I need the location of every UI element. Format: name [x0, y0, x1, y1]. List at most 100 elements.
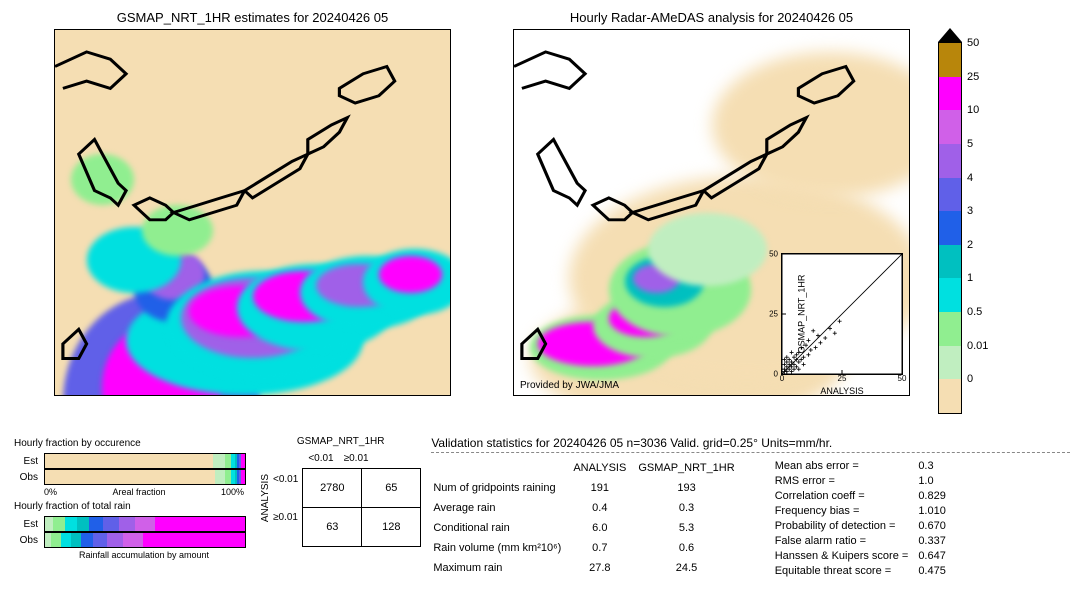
summary-row: Average rain0.40.3 [433, 499, 744, 517]
summary-row: Conditional rain6.05.3 [433, 519, 744, 537]
fraction-bar [44, 516, 246, 532]
colorbar-segment [939, 278, 961, 312]
metric-row: Correlation coeff =0.829 [771, 489, 950, 502]
colorbar-segment [939, 110, 961, 144]
divider [431, 452, 1070, 453]
fraction-bar-row: Obs [14, 469, 246, 485]
summary-head-1: GSMAP_NRT_1HR [638, 459, 744, 477]
x-tick-label: 140°E [764, 395, 791, 396]
contingency-row-head: ANALYSIS [260, 474, 271, 522]
summary-head-0: ANALYSIS [573, 459, 636, 477]
colorbar-label: 0 [967, 373, 973, 385]
colorbar-arrow-icon [938, 28, 962, 42]
map2-box: 45°N40°N35°N30°N25°N125°E130°E135°E140°E… [513, 29, 910, 396]
contingency-grid: 2780 65 63 128 [302, 468, 421, 547]
provided-label: Provided by JWA/JMA [520, 380, 619, 391]
map1-box: 45°N40°N35°N30°N25°N125°E130°E135°E140°E… [54, 29, 451, 396]
scatter-inset: 0025255050ANALYSISGSMAP_NRT_1HR [781, 253, 903, 375]
colorbar-label: 5 [967, 138, 973, 150]
fraction-bar-label: Est [14, 456, 38, 467]
bottom-row: Hourly fraction by occurence Est Obs 0% A… [10, 436, 1070, 579]
metric-row: Frequency bias =1.010 [771, 504, 950, 517]
colorbar-segment [939, 312, 961, 346]
colorbar-segment [939, 346, 961, 380]
colorbar-label: 10 [967, 104, 979, 116]
inset-ylabel: GSMAP_NRT_1HR [796, 275, 806, 354]
stats-title: Validation statistics for 20240426 05 n=… [431, 436, 1070, 450]
colorbar-segment [939, 178, 961, 212]
fraction-bar-row: Est [14, 453, 246, 469]
colorbar-segment [939, 245, 961, 279]
colorbar: 502510543210.50.010 [938, 28, 962, 414]
colorbar-label: 4 [967, 172, 973, 184]
colorbar-label: 25 [967, 71, 979, 83]
conting-collab-1: ≥0.01 [340, 451, 373, 466]
metric-row: RMS error =1.0 [771, 474, 950, 487]
colorbar-label: 2 [967, 239, 973, 251]
x-tick-label: 145°E [829, 395, 856, 396]
colorbar-label: 0.01 [967, 340, 988, 352]
x-tick-label: 135°E [239, 395, 266, 396]
colorbar-segment [939, 144, 961, 178]
x-tick-label: 140°E [305, 395, 332, 396]
stats-block: Validation statistics for 20240426 05 n=… [431, 436, 1070, 579]
x-tick-label: 135°E [698, 395, 725, 396]
x-tick-label: 130°E [173, 395, 200, 396]
map-panel-gsmap: GSMAP_NRT_1HR estimates for 20240426 05 … [54, 10, 451, 414]
top-row: GSMAP_NRT_1HR estimates for 20240426 05 … [10, 10, 1070, 414]
summary-table: ANALYSIS GSMAP_NRT_1HR Num of gridpoints… [431, 457, 746, 579]
colorbar-segment [939, 43, 961, 77]
colorbar-label: 50 [967, 37, 979, 49]
fraction-block: Hourly fraction by occurence Est Obs 0% A… [14, 436, 246, 579]
colorbar-segment [939, 379, 961, 413]
map1-title: GSMAP_NRT_1HR estimates for 20240426 05 [54, 10, 451, 25]
conting-cell-10: 63 [303, 508, 362, 547]
conting-rowlab-0: <0.01 [273, 474, 298, 485]
x-tick-label: 125°E [566, 395, 593, 396]
conting-rowlab-1: ≥0.01 [273, 512, 298, 523]
colorbar-bar: 502510543210.50.010 [938, 42, 962, 414]
summary-row: Rain volume (mm km²10⁶)0.70.6 [433, 539, 744, 557]
contingency-col-head: GSMAP_NRT_1HR [297, 436, 385, 447]
map-panel-radar: Hourly Radar-AMeDAS analysis for 2024042… [513, 10, 910, 414]
metrics-table: Mean abs error =0.3 RMS error =1.0 Correla… [769, 457, 952, 579]
fraction-bar [44, 453, 246, 469]
map2-title: Hourly Radar-AMeDAS analysis for 2024042… [513, 10, 910, 25]
fraction-bar [44, 532, 246, 548]
fraction-bar-label: Obs [14, 472, 38, 483]
occurrence-title: Hourly fraction by occurence [14, 438, 246, 449]
inset-xlabel: ANALYSIS [782, 386, 902, 396]
colorbar-label: 1 [967, 272, 973, 284]
occ-axis-mid: Areal fraction [112, 487, 165, 497]
metric-row: Equitable threat score =0.475 [771, 564, 950, 577]
x-tick-label: 145°E [370, 395, 397, 396]
conting-collab-0: <0.01 [304, 451, 337, 466]
x-tick-label: 130°E [632, 395, 659, 396]
occ-axis-0: 0% [44, 487, 57, 497]
conting-cell-11: 128 [362, 508, 421, 547]
conting-cell-00: 2780 [303, 469, 362, 508]
colorbar-label: 3 [967, 205, 973, 217]
metric-row: Mean abs error =0.3 [771, 459, 950, 472]
colorbar-segment [939, 211, 961, 245]
occurrence-axis: 0% Areal fraction 100% [44, 487, 244, 497]
conting-cell-01: 65 [362, 469, 421, 508]
metric-row: False alarm ratio =0.337 [771, 534, 950, 547]
rain-axis-label: Rainfall accumulation by amount [79, 550, 209, 560]
fraction-bar-label: Est [14, 519, 38, 530]
occ-axis-100: 100% [221, 487, 244, 497]
metric-row: Probability of detection =0.670 [771, 519, 950, 532]
totalrain-title: Hourly fraction of total rain [14, 501, 246, 512]
summary-row: Maximum rain27.824.5 [433, 559, 744, 577]
colorbar-segment [939, 77, 961, 111]
totalrain-axis: Rainfall accumulation by amount [44, 550, 244, 560]
metric-row: Hanssen & Kuipers score =0.647 [771, 549, 950, 562]
x-tick-label: 125°E [107, 395, 134, 396]
fraction-bar-label: Obs [14, 535, 38, 546]
colorbar-label: 0.5 [967, 306, 982, 318]
fraction-bar-row: Obs [14, 532, 246, 548]
fraction-bar-row: Est [14, 516, 246, 532]
fraction-bar [44, 469, 246, 485]
summary-row: Num of gridpoints raining191193 [433, 479, 744, 497]
contingency-table: GSMAP_NRT_1HR ANALYSIS <0.01 ≥0.01 <0.01… [260, 436, 421, 579]
